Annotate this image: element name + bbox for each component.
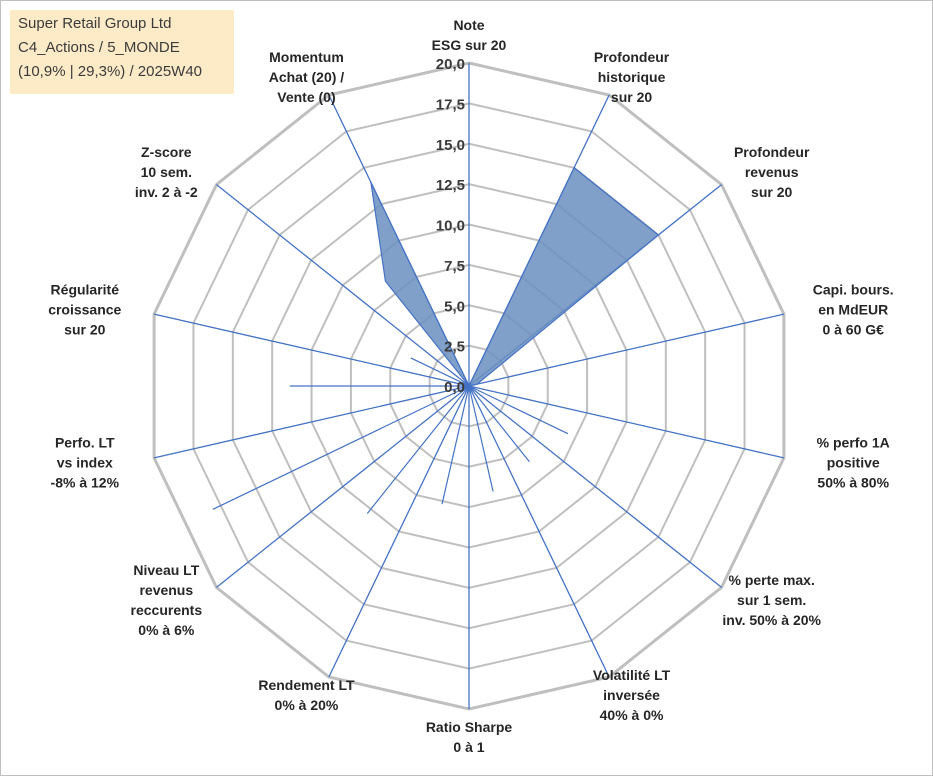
- tick-label: 15,0: [436, 137, 465, 154]
- axis-label-line: Volatilité LT: [593, 667, 671, 683]
- stats-label: (10,9% | 29,3%) / 2025W40: [18, 63, 202, 80]
- axis-label-line: Niveau LT: [133, 562, 199, 578]
- axis-label-line: Momentum: [269, 49, 344, 65]
- axis-label: Perfo. LT vs index -8% à 12%: [51, 434, 120, 490]
- axis-spoke: [216, 184, 470, 387]
- axis-spoke: [153, 313, 470, 387]
- axis-label: Z-score 10 sem. inv. 2 à -2: [135, 144, 198, 200]
- radar-series: [212, 166, 660, 514]
- axis-label: Niveau LT revenus reccurents 0% à 6%: [131, 562, 203, 638]
- series-area: [212, 166, 660, 514]
- axis-label-line: croissance: [48, 302, 121, 318]
- axis-spoke: [468, 313, 785, 387]
- radial-tick-labels: 0,0 2,5 5,0 7,5 10,0 12,5 15,0 17,5 20,0: [436, 56, 465, 396]
- axis-label-line: Perfo. LT: [55, 434, 115, 450]
- axis-label: % perte max. sur 1 sem. inv. 50% à 20%: [722, 572, 821, 628]
- axis-label-line: inv. 50% à 20%: [722, 612, 821, 628]
- axis-spoke: [216, 385, 470, 588]
- axis-label: Profondeur revenus sur 20: [734, 144, 810, 200]
- axis-label-line: sur 20: [611, 89, 652, 105]
- axis-label-line: sur 20: [751, 184, 792, 200]
- axis-label-line: reccurents: [131, 602, 203, 618]
- axis-label-line: 40% à 0%: [600, 707, 664, 723]
- axis-label-line: Rendement LT: [258, 677, 355, 693]
- axis-label-line: sur 20: [64, 322, 105, 338]
- axis-label-line: Achat (20) /: [269, 69, 345, 85]
- axis-label-line: 10 sem.: [141, 164, 192, 180]
- axis-spoke: [468, 385, 610, 678]
- axis-label: Note ESG sur 20: [432, 17, 507, 53]
- tick-label: 20,0: [436, 56, 465, 73]
- axis-label-line: sur 1 sem.: [737, 592, 806, 608]
- axis-label-line: vs index: [57, 454, 113, 470]
- axis-label: % perfo 1A positive 50% à 80%: [817, 434, 890, 490]
- axis-labels: Note ESG sur 20 Profondeur historique sur 20…: [48, 17, 893, 755]
- axis-label-line: positive: [827, 454, 880, 470]
- tick-label: 10,0: [436, 218, 465, 235]
- axis-label-line: -8% à 12%: [51, 474, 120, 490]
- axis-label-line: Capi. bours.: [813, 282, 894, 298]
- tick-label: 7,5: [444, 258, 465, 275]
- category-label: C4_Actions / 5_MONDE: [18, 39, 180, 56]
- axis-label-line: Profondeur: [734, 144, 810, 160]
- axis-label: Ratio Sharpe 0 à 1: [426, 719, 513, 755]
- tick-label: 2,5: [444, 339, 465, 356]
- axis-label-line: Ratio Sharpe: [426, 719, 513, 735]
- axis-label-line: revenus: [745, 164, 799, 180]
- axis-label-line: inv. 2 à -2: [135, 184, 198, 200]
- axis-label-line: % perte max.: [728, 572, 814, 588]
- axis-label-line: Régularité: [51, 282, 120, 298]
- axis-label-line: 50% à 80%: [817, 474, 889, 490]
- axis-label: Régularité croissance sur 20: [48, 282, 121, 338]
- axis-label-line: 0% à 20%: [275, 697, 339, 713]
- tick-label: 0,0: [444, 379, 465, 396]
- axis-label-line: Vente (0): [277, 89, 335, 105]
- axis-label-line: 0 à 60 G€: [822, 322, 884, 338]
- axis-label-line: Note: [453, 17, 484, 33]
- tick-label: 12,5: [436, 177, 465, 194]
- axis-label-line: en MdEUR: [818, 302, 888, 318]
- axis-label-line: inversée: [603, 687, 660, 703]
- axis-label-line: ESG sur 20: [432, 37, 507, 53]
- axis-spoke: [468, 385, 785, 459]
- axis-label-line: Z-score: [141, 144, 192, 160]
- axis-label: Volatilité LT inversée 40% à 0%: [593, 667, 671, 723]
- axis-label: Rendement LT 0% à 20%: [258, 677, 355, 713]
- axis-spoke: [153, 385, 470, 459]
- axis-label: Capi. bours. en MdEUR 0 à 60 G€: [813, 282, 894, 338]
- axis-label-line: % perfo 1A: [817, 434, 890, 450]
- axis-label-line: revenus: [139, 582, 193, 598]
- axis-label: Momentum Achat (20) / Vente (0): [269, 49, 345, 105]
- axis-label-line: Profondeur: [594, 49, 670, 65]
- axis-label-line: 0% à 6%: [138, 622, 195, 638]
- axis-spoke: [468, 385, 722, 588]
- info-box: Super Retail Group Ltd C4_Actions / 5_MO…: [10, 10, 234, 94]
- axis-label-line: 0 à 1: [453, 739, 484, 755]
- company-name: Super Retail Group Ltd: [18, 15, 172, 32]
- tick-label: 17,5: [436, 96, 465, 113]
- axis-label-line: historique: [598, 69, 666, 85]
- tick-label: 5,0: [444, 298, 465, 315]
- axis-spoke: [328, 385, 470, 678]
- axis-label: Profondeur historique sur 20: [594, 49, 670, 105]
